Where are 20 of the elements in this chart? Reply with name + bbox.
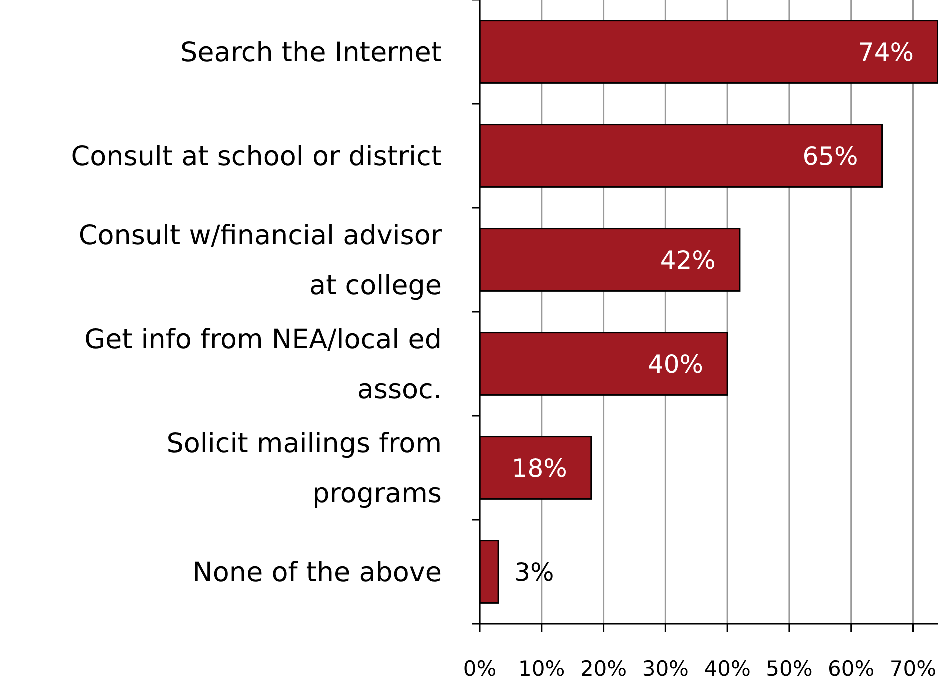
data-label: 40%: [648, 350, 704, 379]
y-tick-label: None of the above: [192, 557, 442, 588]
x-tick-label: 30%: [642, 657, 690, 681]
x-tick-label: 40%: [704, 657, 751, 681]
data-label: 65%: [802, 142, 858, 171]
x-tick-label: 20%: [580, 657, 628, 681]
x-tick-label: 50%: [766, 657, 813, 681]
y-tick-label: Consult at school or district: [71, 141, 442, 172]
x-tick-label: 10%: [518, 657, 566, 681]
y-tick-label: Solicit mailings from programs: [166, 428, 442, 510]
x-tick-label: 0%: [463, 657, 497, 681]
data-label: 74%: [858, 38, 914, 67]
x-tick-label: 70%: [890, 657, 937, 681]
data-label: 42%: [660, 246, 716, 275]
y-tick-label: Get info from NEA/local ed assoc.: [84, 324, 442, 406]
data-label: 18%: [512, 454, 568, 483]
y-tick-label: Consult w/financial advisor at college: [78, 220, 443, 302]
data-label: 3%: [514, 558, 554, 587]
y-tick-label: Search the Internet: [180, 37, 442, 68]
x-tick-label: 60%: [828, 657, 875, 681]
